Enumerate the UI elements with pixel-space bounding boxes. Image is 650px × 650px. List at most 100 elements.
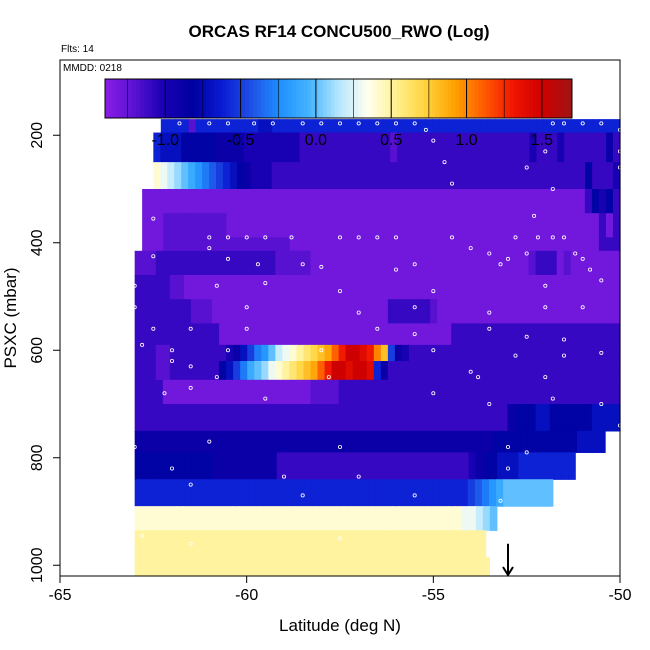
colorbar-segment xyxy=(365,79,371,118)
heatmap-cell xyxy=(189,530,198,558)
heatmap-cell xyxy=(408,250,417,276)
track-point xyxy=(337,536,342,541)
colorbar-segment xyxy=(280,79,285,118)
heatmap-cell xyxy=(427,506,435,531)
heatmap-cell xyxy=(500,213,509,238)
heatmap-cell xyxy=(261,213,270,238)
heatmap-cell xyxy=(366,361,375,381)
heatmap-cell xyxy=(444,189,452,214)
heatmap-cell xyxy=(141,323,150,346)
heatmap-cell xyxy=(486,213,495,238)
track-point xyxy=(263,281,268,286)
heatmap-cell xyxy=(311,479,320,507)
heatmap-cell xyxy=(451,299,459,324)
heatmap-cell xyxy=(156,237,164,252)
heatmap-cell xyxy=(458,299,466,324)
colorbar-segment xyxy=(505,79,511,118)
heatmap-cell xyxy=(493,250,502,276)
heatmap-cell xyxy=(264,132,273,163)
heatmap-cell xyxy=(465,323,473,346)
heatmap-cell xyxy=(584,250,593,276)
colorbar-segment xyxy=(311,79,316,118)
colorbar-segment xyxy=(315,79,320,118)
heatmap-cell xyxy=(430,299,438,324)
heatmap-cell xyxy=(218,506,226,531)
y-tick-label: 1000 xyxy=(29,547,46,583)
track-point xyxy=(487,251,492,256)
heatmap-cell xyxy=(153,162,161,190)
heatmap-cell xyxy=(331,275,340,300)
heatmap-cell xyxy=(419,557,428,577)
colorbar-segment xyxy=(303,79,308,118)
heatmap-cell xyxy=(359,299,368,324)
track-point xyxy=(431,348,436,353)
heatmap-cell xyxy=(219,479,228,507)
heatmap-cell xyxy=(296,213,305,238)
heatmap-cell xyxy=(261,430,269,453)
heatmap-cell xyxy=(444,275,452,300)
colorbar-segment xyxy=(175,79,180,118)
heatmap-cell xyxy=(275,323,283,346)
heatmap-cell xyxy=(240,250,248,276)
heatmap-cell xyxy=(387,299,396,324)
heatmap-cell xyxy=(352,430,360,453)
heatmap-cell xyxy=(313,132,322,163)
heatmap-cell xyxy=(493,344,502,362)
heatmap-cell xyxy=(439,479,448,507)
heatmap-cell xyxy=(354,479,363,507)
colorbar-segment xyxy=(241,79,246,118)
heatmap-cell xyxy=(141,404,150,432)
heatmap-cell xyxy=(388,213,396,238)
heatmap-cell xyxy=(176,379,185,405)
colorbar-segment xyxy=(350,79,355,118)
heatmap-cell xyxy=(458,379,466,405)
heatmap-cell xyxy=(156,213,164,238)
heatmap-cell xyxy=(296,275,305,300)
heatmap-cell xyxy=(247,237,256,252)
heatmap-cell xyxy=(528,275,537,300)
colorbar-segment xyxy=(540,79,546,118)
heatmap-cell xyxy=(564,119,572,134)
heatmap-cell xyxy=(303,379,312,405)
heatmap-cell xyxy=(219,213,228,238)
heatmap-cell xyxy=(458,344,466,362)
track-point xyxy=(263,235,268,240)
colorbar-segment xyxy=(225,79,231,118)
heatmap-cell xyxy=(408,430,417,453)
colorbar-segment xyxy=(128,79,133,118)
heatmap-cell xyxy=(564,132,572,163)
colorbar-segment xyxy=(478,79,483,118)
colorbar-segment xyxy=(373,79,378,118)
heatmap-cell xyxy=(475,557,483,577)
heatmap-cell xyxy=(254,379,262,405)
heatmap-cell xyxy=(418,479,426,507)
x-tick-label: -50 xyxy=(608,587,631,604)
track-point xyxy=(524,165,529,170)
heatmap-cell xyxy=(331,189,340,214)
colorbar-segment xyxy=(435,79,441,118)
track-point xyxy=(319,348,324,353)
heatmap-cell xyxy=(394,404,403,432)
heatmap-cell xyxy=(521,344,530,362)
heatmap-cell xyxy=(479,213,488,238)
date-annotation: MMDD: 0218 xyxy=(63,63,122,74)
heatmap-cell xyxy=(466,162,475,190)
heatmap-cell xyxy=(269,452,278,480)
heatmap-cell xyxy=(556,404,565,432)
heatmap-cell xyxy=(514,344,523,362)
heatmap-cell xyxy=(160,132,168,163)
heatmap-cell xyxy=(494,119,503,134)
heatmap-cell xyxy=(219,250,227,276)
heatmap-cell xyxy=(352,323,361,346)
heatmap-cell xyxy=(240,404,248,432)
heatmap-cell xyxy=(183,299,192,324)
colorbar-segment xyxy=(552,79,557,118)
heatmap-cell xyxy=(437,213,445,238)
heatmap-cell xyxy=(141,299,150,324)
heatmap-cell xyxy=(240,275,248,300)
heatmap-cell xyxy=(170,452,178,480)
heatmap-cell xyxy=(336,557,344,577)
heatmap-cell xyxy=(412,557,421,577)
colorbar-segment xyxy=(171,79,176,118)
